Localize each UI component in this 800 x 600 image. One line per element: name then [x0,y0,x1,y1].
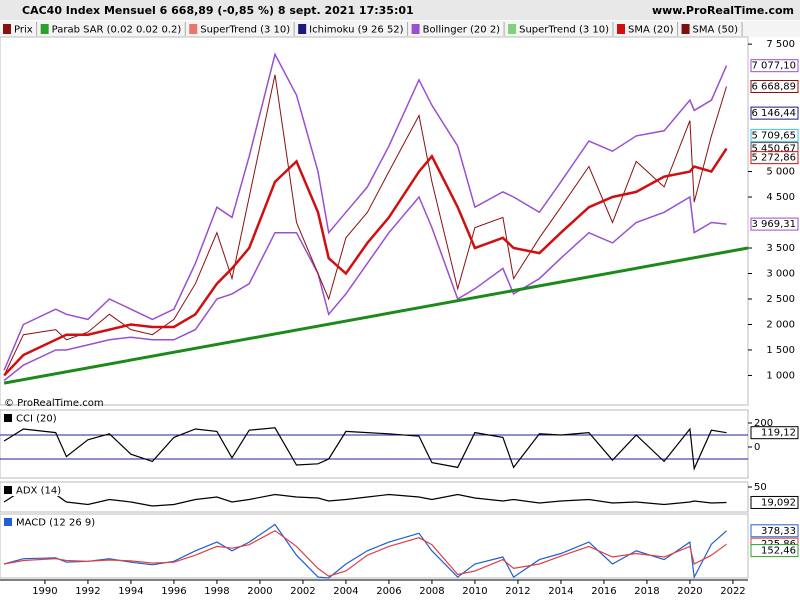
price-tag-label: 5 709,65 [751,130,796,141]
series-line [3,147,728,377]
x-tick-label: 1990 [32,586,57,597]
price-tag [750,544,799,558]
panel-title: CCI (20) [16,414,57,425]
price-tag [750,217,799,231]
price-tag [750,128,799,142]
legend-swatch [681,24,690,34]
y-tick-label: 0 [754,442,760,453]
price-tag-label: 6 146,44 [751,108,796,119]
price-tag [750,151,799,165]
watermark: © ProRealTime.com [4,398,104,409]
x-tick-label: 2010 [462,586,487,597]
y-tick-label: 3 000 [766,268,795,279]
price-tag [750,59,799,73]
x-tick-label: 2002 [290,586,315,597]
x-tick-label: 1992 [75,586,100,597]
indicator-line [3,427,727,471]
legend-swatch [617,24,626,34]
y-tick-label: 3 500 [766,243,795,254]
y-tick-label: 50 [754,482,767,493]
legend-swatch [411,24,420,34]
price-tag-label: 378,33 [761,526,796,537]
panel-frame [0,481,749,513]
y-tick-label: 2 000 [766,319,795,330]
y-tick-label: 7 500 [766,39,795,50]
panel-frame [0,409,749,479]
x-tick-label: 2004 [333,586,358,597]
y-tick-label: 2 500 [766,294,795,305]
legend-label: Ichimoku (9 26 52) [309,25,403,36]
price-tag [750,426,799,440]
panel-title: MACD (12 26 9) [16,518,95,529]
trendline [3,246,749,385]
indicator-line [3,523,727,580]
series-line [3,74,727,376]
plot-area [3,52,749,385]
legend-label: SuperTrend (3 10) [519,25,609,36]
x-tick-label: 1996 [161,586,186,597]
y-tick-label: 200 [754,418,773,429]
x-tick-label: 2020 [677,586,702,597]
bollinger-lower [3,195,727,382]
y-tick-label: 1 500 [766,345,795,356]
price-tag-label: 7 077,10 [751,61,796,72]
legend-swatch [508,24,517,34]
price-tag-label: 19,092 [761,497,796,508]
legend-swatch [40,24,49,34]
panel-title: ADX (14) [16,486,61,497]
x-tick-label: 2012 [505,586,530,597]
legend-label: Bollinger (20 2) [423,25,501,36]
price-tag-label: 119,12 [761,428,796,439]
y-tick-label: 4 500 [766,192,795,203]
source: www.ProRealTime.com [652,4,794,17]
legend-label: SMA (20) [628,25,674,36]
x-tick-label: 2014 [548,586,573,597]
price-tag-label: 5 450,67 [751,144,796,155]
indicator-line [3,488,727,507]
legend-swatch [298,24,307,34]
legend-label: SMA (50) [693,25,739,36]
price-tag-label: 6 668,89 [751,81,796,92]
price-tag [750,79,799,93]
plot-frame [0,36,749,406]
panel-icon [4,414,12,422]
indicator-line [3,529,727,577]
legend-label: Parab SAR (0.02 0.02 0.2) [52,25,182,36]
legend-label: SuperTrend (3 10) [200,25,290,36]
x-tick-label: 2018 [634,586,659,597]
chart-title: CAC40 Index Mensuel 6 668,89 (-0,85 %) 8… [22,4,414,17]
panel-title-bg [2,412,72,424]
legend-swatch [189,24,198,34]
y-tick-label: 5 000 [766,167,795,178]
price-tag [750,524,799,538]
legend-swatch [3,24,11,34]
panel-title-bg [2,484,72,496]
legend-label: Prix [14,25,33,36]
price-tag [750,495,799,509]
legend-bar [0,21,800,37]
header-bar [0,0,800,20]
panel-title-bg [2,516,72,528]
price-tag-label: 5 272,86 [751,153,796,164]
panel-icon [4,518,12,526]
x-tick-label: 2006 [376,586,401,597]
x-tick-label: 2000 [247,586,272,597]
y-tick-label: 1 000 [766,370,795,381]
price-tag-label: 3 969,31 [751,219,796,230]
price-tag [750,106,799,120]
panel-frame [0,513,749,579]
price-tag-label: 152,46 [761,546,796,557]
x-tick-label: 1998 [204,586,229,597]
bollinger-upper [3,52,728,371]
x-tick-label: 2022 [720,586,745,597]
panel-icon [4,486,12,494]
x-tick-label: 2008 [419,586,444,597]
x-tick-label: 1994 [118,586,143,597]
x-tick-label: 2016 [591,586,616,597]
